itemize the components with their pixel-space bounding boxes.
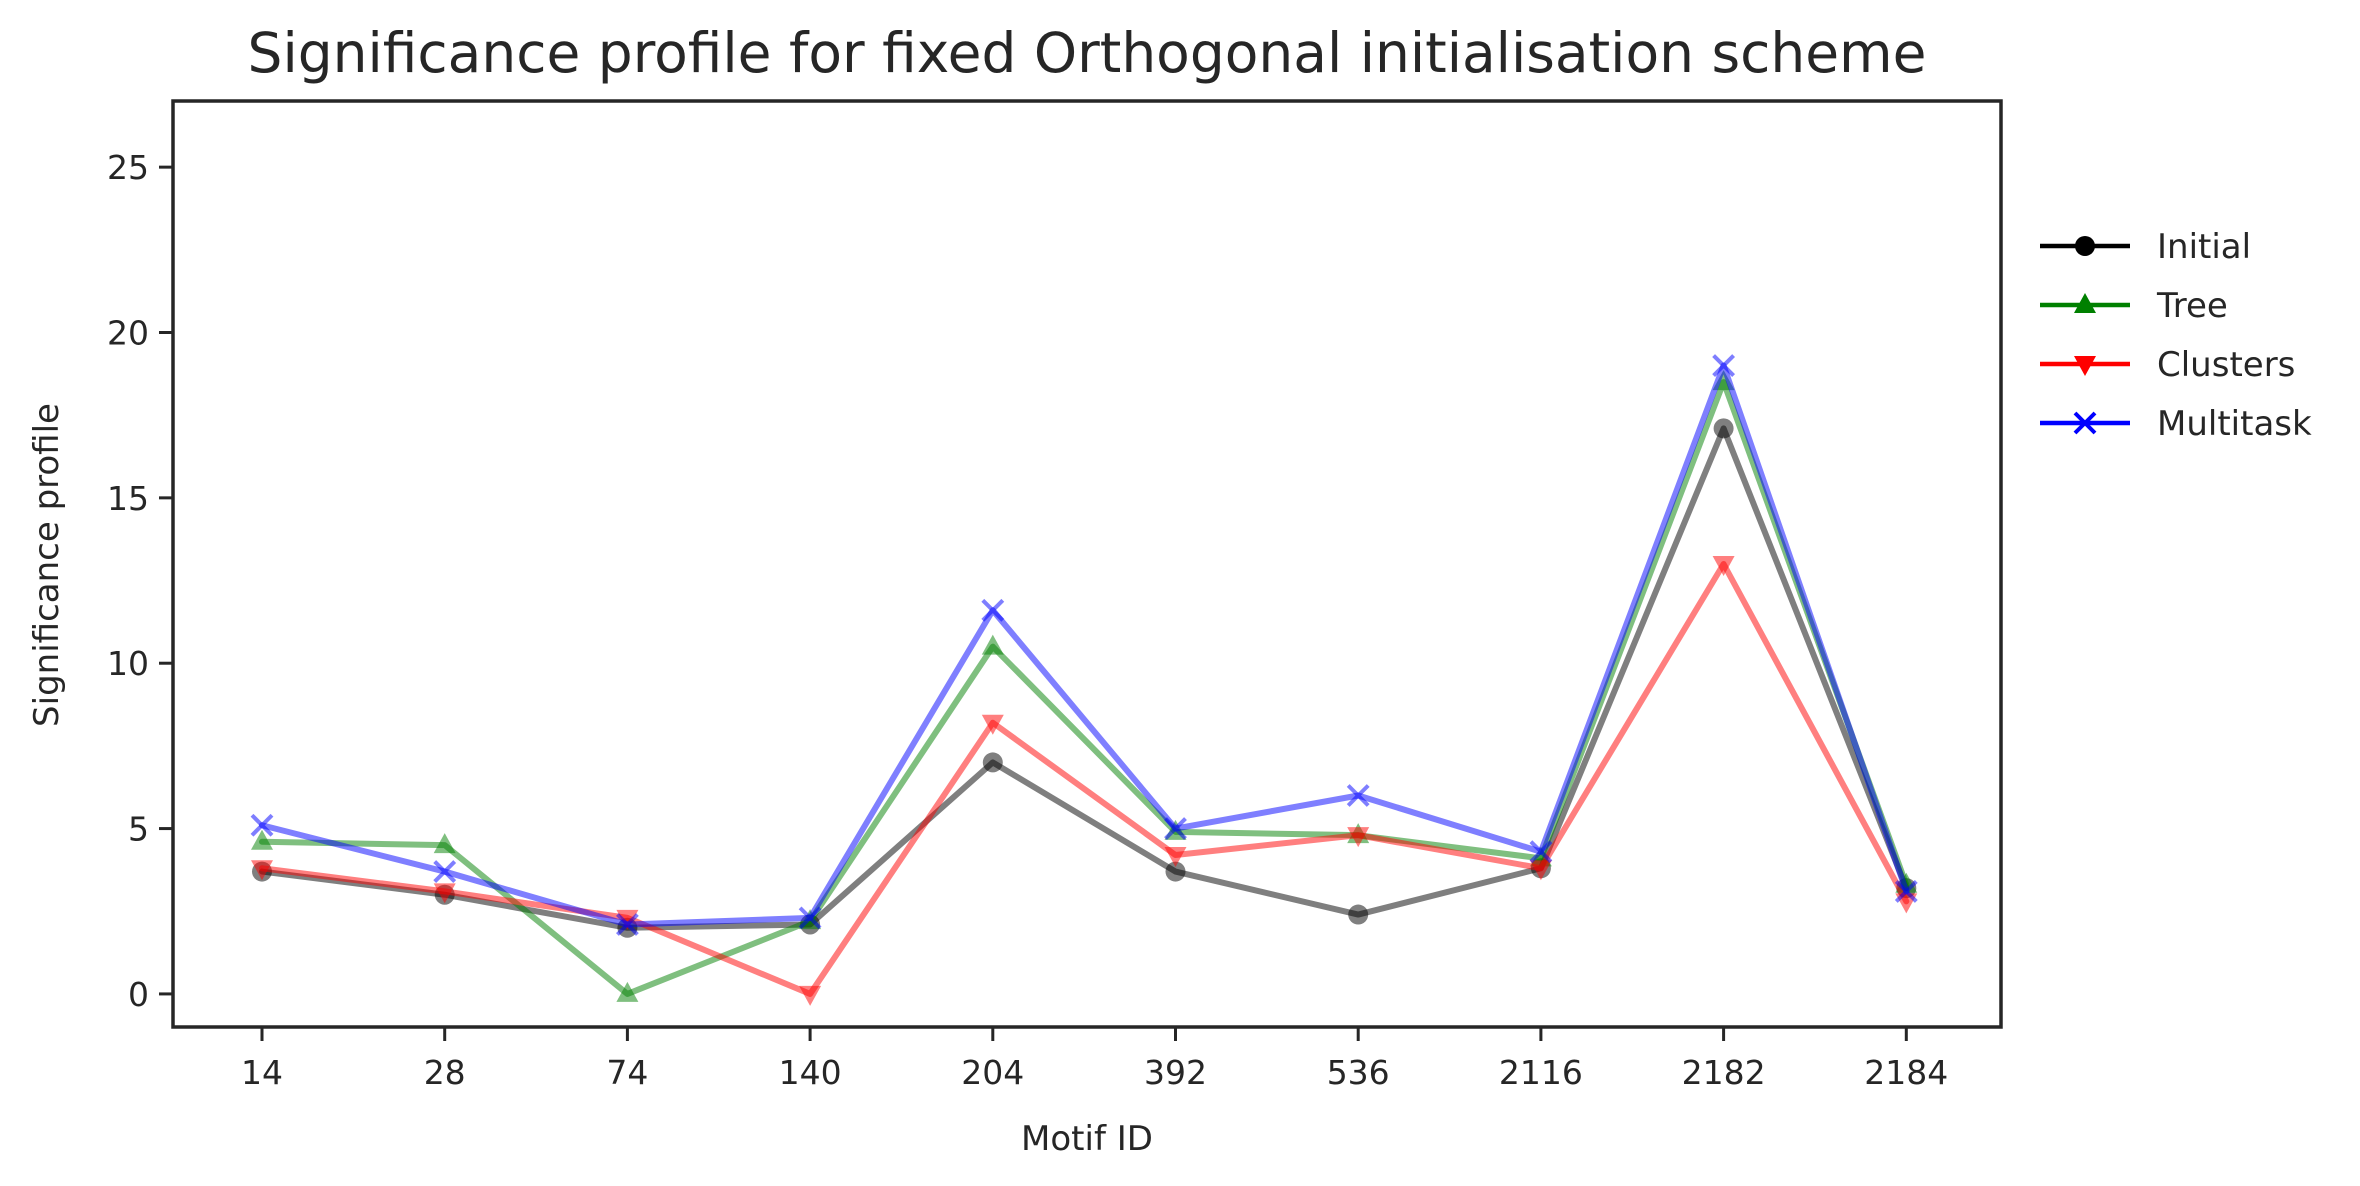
data-point-clusters-2116	[1529, 860, 1552, 881]
x-tick-label-2182: 2182	[1682, 1053, 1766, 1092]
data-point-multitask-14	[250, 813, 274, 837]
x-tick-label-74: 74	[606, 1053, 648, 1092]
x-tick-label-392: 392	[1144, 1053, 1207, 1092]
x-tick-label-14: 14	[241, 1053, 283, 1092]
data-point-multitask-74	[615, 913, 639, 936]
legend-label-multitask: Multitask	[2157, 404, 2312, 444]
data-point-tree-28	[433, 833, 456, 854]
legend-marker-multitask	[2073, 411, 2097, 435]
y-tick-label-25: 25	[107, 148, 149, 187]
data-point-initial-204	[982, 752, 1003, 773]
series-line-tree	[259, 379, 1910, 997]
data-point-multitask-2116	[1529, 840, 1553, 864]
data-point-clusters-14	[251, 860, 273, 881]
x-tick-label-2184: 2184	[1864, 1053, 1948, 1092]
legend: Initial Tree Clusters Multitask	[2040, 227, 2312, 444]
legend-label-tree: Tree	[2156, 286, 2228, 326]
data-point-multitask-536	[1346, 784, 1370, 807]
plot-frame	[171, 99, 2003, 1029]
x-axis: 14 28 74 140 204 392 536 2116 2182 2184	[241, 1027, 1948, 1092]
data-point-tree-74	[616, 981, 639, 1002]
y-tick-label-20: 20	[107, 314, 149, 353]
y-axis: 0 5 10 15 20 25	[107, 148, 173, 1014]
data-point-clusters-392	[1164, 847, 1187, 868]
data-point-multitask-204	[981, 598, 1005, 622]
data-point-tree-14	[251, 829, 273, 850]
series-line-clusters	[259, 561, 1910, 997]
data-point-multitask-392	[1164, 817, 1187, 840]
x-axis-label: Motif ID	[1021, 1119, 1153, 1159]
x-tick-label-140: 140	[779, 1053, 842, 1092]
series-line-multitask	[259, 362, 1910, 928]
data-point-tree-204	[981, 634, 1004, 655]
data-point-clusters-140	[799, 985, 822, 1006]
legend-marker-clusters	[2074, 356, 2096, 376]
legend-label-initial: Initial	[2157, 227, 2251, 267]
legend-item-tree: Tree	[2040, 286, 2228, 326]
legend-item-initial: Initial	[2040, 227, 2251, 267]
legend-item-clusters: Clusters	[2040, 345, 2295, 385]
data-point-clusters-536	[1347, 827, 1370, 848]
y-tick-label-0: 0	[128, 975, 149, 1014]
x-tick-label-204: 204	[961, 1053, 1024, 1092]
legend-marker-initial	[2075, 236, 2095, 256]
data-point-multitask-2184	[1894, 879, 1918, 903]
y-tick-label-15: 15	[107, 479, 149, 518]
data-point-multitask-140	[798, 906, 822, 930]
y-tick-label-10: 10	[107, 644, 149, 683]
legend-label-clusters: Clusters	[2157, 345, 2295, 385]
data-point-clusters-204	[981, 714, 1004, 735]
x-tick-label-2116: 2116	[1499, 1053, 1583, 1092]
legend-item-multitask: Multitask	[2040, 404, 2312, 444]
data-point-initial-392	[1165, 861, 1186, 882]
legend-marker-tree	[2074, 293, 2096, 313]
data-point-initial-536	[1348, 904, 1369, 925]
series-line-initial	[259, 425, 1910, 931]
data-point-initial-2182	[1713, 418, 1734, 439]
data-point-multitask-2182	[1712, 354, 1736, 377]
chart-title: Significance profile for fixed Orthogona…	[248, 21, 1927, 85]
y-axis-label: Significance profile	[27, 403, 67, 727]
y-tick-label-5: 5	[128, 810, 149, 849]
data-point-clusters-2182	[1712, 556, 1735, 576]
data-point-clusters-28	[433, 883, 456, 904]
series-layer	[250, 354, 1918, 1006]
data-point-clusters-74	[616, 909, 639, 930]
x-tick-label-536: 536	[1327, 1053, 1390, 1092]
x-tick-label-28: 28	[424, 1053, 466, 1092]
data-point-multitask-28	[433, 860, 457, 883]
